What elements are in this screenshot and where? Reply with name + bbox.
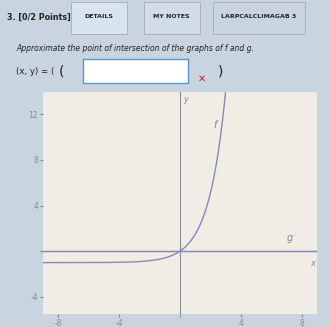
Text: (x, y) = (: (x, y) = ( bbox=[16, 66, 55, 76]
Text: g: g bbox=[286, 233, 293, 243]
FancyBboxPatch shape bbox=[213, 2, 305, 34]
Text: f: f bbox=[213, 120, 217, 130]
FancyBboxPatch shape bbox=[71, 2, 127, 34]
Text: y: y bbox=[184, 95, 189, 104]
Text: 3. [0/2 Points]: 3. [0/2 Points] bbox=[7, 13, 71, 22]
Text: x: x bbox=[310, 259, 315, 268]
Text: ✕: ✕ bbox=[198, 74, 206, 84]
Text: LARPCALCLIMAGAB 3: LARPCALCLIMAGAB 3 bbox=[221, 14, 297, 19]
Text: MY NOTES: MY NOTES bbox=[153, 14, 190, 19]
Text: ): ) bbox=[218, 64, 223, 78]
Text: (: ( bbox=[59, 64, 64, 78]
FancyBboxPatch shape bbox=[144, 2, 200, 34]
FancyBboxPatch shape bbox=[82, 59, 188, 83]
Text: DETAILS: DETAILS bbox=[84, 14, 114, 19]
Text: Approximate the point of intersection of the graphs of f and g.: Approximate the point of intersection of… bbox=[16, 44, 254, 53]
